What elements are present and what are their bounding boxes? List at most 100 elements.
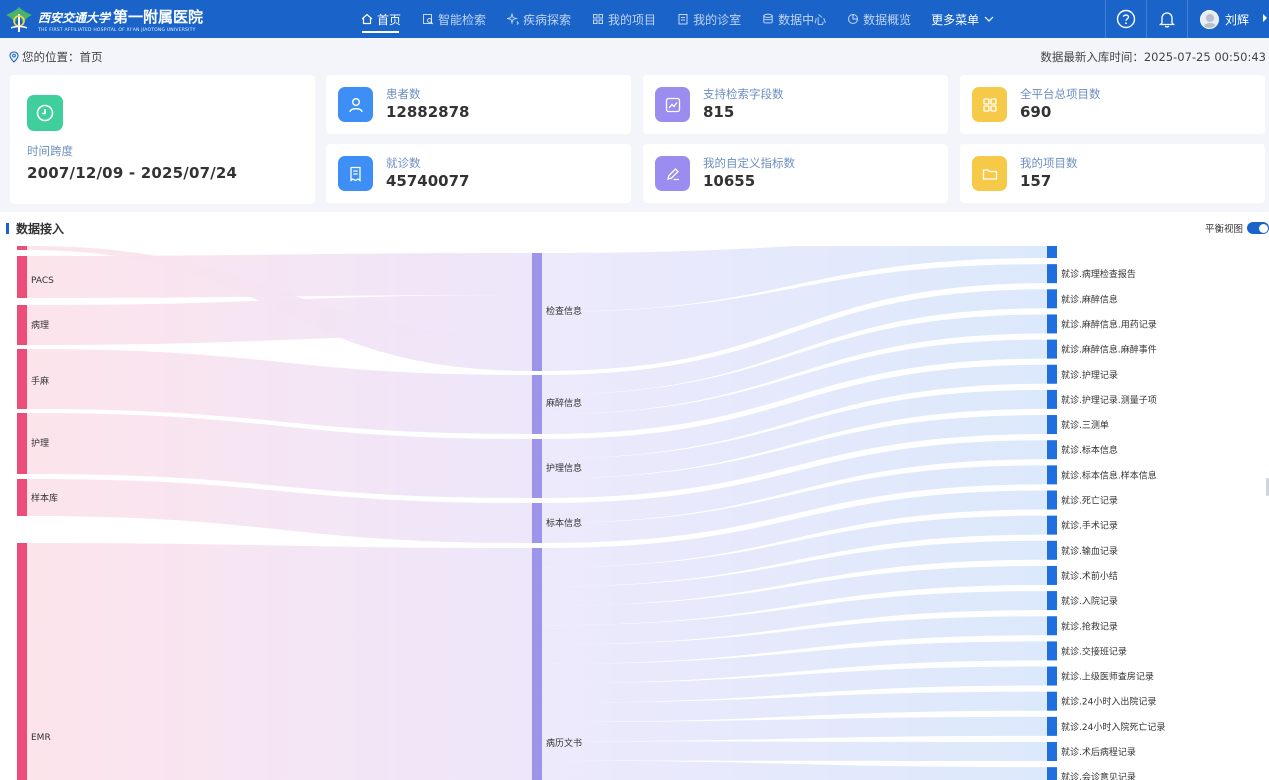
nav-my-projects[interactable]: 我的项目 — [581, 0, 666, 38]
sankey-target-label: 就诊.手术记录 — [1061, 520, 1118, 532]
breadcrumb: 您的位置：首页 — [22, 50, 103, 64]
nav-smart-search[interactable]: 智能检索 — [411, 0, 496, 38]
sankey-source-node — [17, 256, 27, 298]
chevron-down-icon — [982, 13, 995, 26]
sankey-middle-label: 护理信息 — [546, 462, 582, 474]
stat-label: 患者数 — [386, 86, 421, 101]
receipt-icon — [338, 156, 373, 191]
stat-value: 45740077 — [386, 171, 470, 190]
sankey-source-label: 护理 — [31, 437, 49, 449]
sankey-target-label: 就诊.护理记录.测量子项 — [1061, 394, 1157, 406]
sankey-flow — [542, 389, 1047, 479]
nav-disease-explore[interactable]: 疾病探索 — [496, 0, 581, 38]
user-menu[interactable]: 刘辉 — [1186, 0, 1269, 38]
nav-data-overview[interactable]: 数据概览 — [836, 0, 921, 38]
my-projects-card: 我的项目数 157 — [960, 144, 1265, 203]
sankey-source-label: 样本库 — [31, 492, 58, 504]
nav-data-center[interactable]: 数据中心 — [751, 0, 836, 38]
sankey-target-node — [1047, 389, 1057, 409]
sankey-target-label: 就诊.标本信息.样本信息 — [1061, 469, 1157, 481]
sankey-middle-node — [532, 253, 542, 371]
sankey-flow — [542, 264, 1047, 371]
sankey-target-node — [1047, 490, 1057, 510]
main-nav: 首页 智能检索 疾病探索 我的项目 我的诊室 数据中心 数据概览 更多菜单 — [350, 0, 1005, 38]
sankey-flow — [27, 349, 532, 434]
home-icon — [360, 13, 373, 26]
time-span-label: 时间跨度 — [27, 144, 73, 158]
sparkle-icon — [506, 13, 519, 26]
logo-english-name: THE FIRST AFFILIATED HOSPITAL OF XI'AN J… — [38, 27, 196, 33]
time-span-card: 时间跨度 2007/12/09 - 2025/07/24 — [10, 75, 315, 204]
hospital-logo[interactable]: 西安交通大学 第一附属医院 THE FIRST AFFILIATED HOSPI… — [4, 3, 203, 35]
sankey-target-node — [1047, 591, 1057, 611]
sankey-flow — [27, 413, 532, 498]
sankey-target-label: 就诊.抢救记录 — [1061, 620, 1118, 632]
platform-projects-card: 全平台总项目数 690 — [960, 75, 1265, 134]
sankey-target-label: 就诊.麻醉信息 — [1061, 293, 1118, 305]
panel-scrollbar[interactable] — [1266, 478, 1269, 496]
apps-icon — [972, 87, 1007, 122]
sankey-middle-label: 病历文书 — [546, 737, 582, 749]
sankey-flow — [542, 339, 1047, 434]
nav-data-overview-label: 数据概览 — [863, 12, 912, 27]
stat-value: 10655 — [703, 171, 756, 190]
person-icon — [338, 87, 373, 122]
stat-label: 我的项目数 — [1020, 155, 1078, 170]
sankey-target-node — [1047, 540, 1057, 560]
sankey-flow — [542, 540, 1047, 606]
nav-my-clinic[interactable]: 我的诊室 — [666, 0, 751, 38]
stat-label: 支持检索字段数 — [703, 86, 784, 101]
sankey-flow — [542, 666, 1047, 703]
sankey-target-node — [1047, 691, 1057, 711]
sankey-source-label: 病理 — [31, 319, 49, 331]
sankey-source-node — [17, 305, 27, 345]
sankey-target-node — [1047, 742, 1057, 761]
sankey-target-node — [1047, 440, 1057, 460]
location-bar: 您的位置：首页 数据最新入库时间：2025-07-25 00:50:43 — [0, 38, 1269, 76]
sankey-flow — [542, 364, 1047, 459]
sankey-target-label: 就诊.病理检查报告 — [1061, 268, 1136, 280]
sankey-target-label: 就诊.标本信息 — [1061, 444, 1118, 456]
avatar — [1199, 9, 1219, 29]
help-button[interactable] — [1104, 0, 1146, 38]
notifications-button[interactable] — [1145, 0, 1187, 38]
sankey-flow — [542, 741, 1047, 761]
sankey-source-node — [17, 543, 27, 780]
nav-my-projects-label: 我的项目 — [608, 12, 657, 27]
sankey-target-node — [1047, 314, 1057, 334]
sankey-target-node — [1047, 515, 1057, 535]
sankey-target-node — [1047, 641, 1057, 661]
sankey-target-label: 就诊.术前小结 — [1061, 570, 1118, 582]
sankey-source-node — [17, 479, 27, 516]
visits-card: 就诊数 45740077 — [326, 144, 631, 203]
stat-label: 就诊数 — [386, 155, 421, 170]
sankey-middle-node — [532, 503, 542, 543]
sankey-flow — [542, 641, 1047, 684]
sankey-target-label: 就诊.三测单 — [1061, 419, 1109, 431]
sankey-middle-node — [532, 375, 542, 434]
sankey-target-label: 就诊.护理记录 — [1061, 369, 1118, 381]
sankey-source-node — [17, 413, 27, 474]
nav-home[interactable]: 首页 — [350, 0, 411, 38]
sankey-target-node — [1047, 616, 1057, 636]
caret-right-icon — [1263, 14, 1267, 22]
sankey-flow — [542, 465, 1047, 543]
sankey-target-node — [1047, 364, 1057, 384]
sankey-flow — [542, 591, 1047, 645]
search-fields-card: 支持检索字段数 815 — [643, 75, 948, 134]
logo-university-name: 西安交通大学 — [38, 10, 111, 25]
sankey-target-label: 就诊.上级医师查房记录 — [1061, 671, 1154, 683]
sankey-target-label: 就诊.死亡记录 — [1061, 495, 1118, 507]
stat-label: 我的自定义指标数 — [703, 155, 795, 170]
sankey-flow — [542, 515, 1047, 587]
sankey-middle-label: 麻醉信息 — [546, 397, 582, 409]
location-pin-icon — [9, 51, 19, 63]
sankey-target-label: 就诊.24小时入院死亡记录 — [1061, 721, 1165, 733]
sankey-middle-label: 标本信息 — [546, 517, 582, 529]
balance-view-toggle[interactable] — [1247, 222, 1269, 234]
nav-more-menu[interactable]: 更多菜单 — [921, 0, 1005, 38]
sankey-flow — [542, 760, 1047, 780]
help-circle-icon — [1116, 9, 1136, 29]
stat-value: 157 — [1020, 171, 1052, 190]
nav-smart-search-label: 智能检索 — [438, 12, 487, 27]
